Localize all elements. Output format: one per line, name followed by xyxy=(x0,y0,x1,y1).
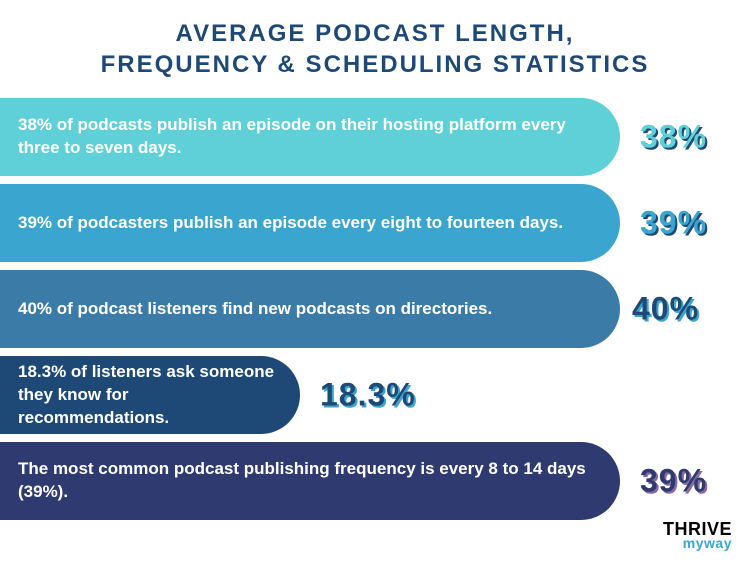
bar-1: 39% of podcasters publish an episode eve… xyxy=(0,184,620,262)
bar-text: 39% of podcasters publish an episode eve… xyxy=(18,212,563,235)
bar-0: 38% of podcasts publish an episode on th… xyxy=(0,98,620,176)
bar-chart: 38% of podcasts publish an episode on th… xyxy=(0,90,750,520)
logo: THRIVE myway xyxy=(663,521,732,550)
bar-text: 40% of podcast listeners find new podcas… xyxy=(18,298,492,321)
bar-text: The most common podcast publishing frequ… xyxy=(18,458,596,504)
bar-pct: 40% xyxy=(632,291,699,328)
bar-text: 18.3% of listeners ask someone they know… xyxy=(18,361,276,430)
bar-text: 38% of podcasts publish an episode on th… xyxy=(18,114,596,160)
bar-2: 40% of podcast listeners find new podcas… xyxy=(0,270,620,348)
bar-row: 18.3% of listeners ask someone they know… xyxy=(0,356,750,434)
bar-4: The most common podcast publishing frequ… xyxy=(0,442,620,520)
bar-row: 40% of podcast listeners find new podcas… xyxy=(0,270,750,348)
page-title: Average Podcast Length, Frequency & Sche… xyxy=(0,0,750,90)
bar-3: 18.3% of listeners ask someone they know… xyxy=(0,356,300,434)
bar-row: 39% of podcasters publish an episode eve… xyxy=(0,184,750,262)
bar-pct: 38% xyxy=(640,119,707,156)
title-line-1: Average Podcast Length, xyxy=(30,18,720,49)
bar-pct: 39% xyxy=(640,463,707,500)
bar-pct: 39% xyxy=(640,205,707,242)
bar-row: 38% of podcasts publish an episode on th… xyxy=(0,98,750,176)
bar-pct: 18.3% xyxy=(320,377,416,414)
bar-row: The most common podcast publishing frequ… xyxy=(0,442,750,520)
title-line-2: Frequency & Scheduling Statistics xyxy=(30,49,720,80)
logo-bottom: myway xyxy=(663,537,732,550)
